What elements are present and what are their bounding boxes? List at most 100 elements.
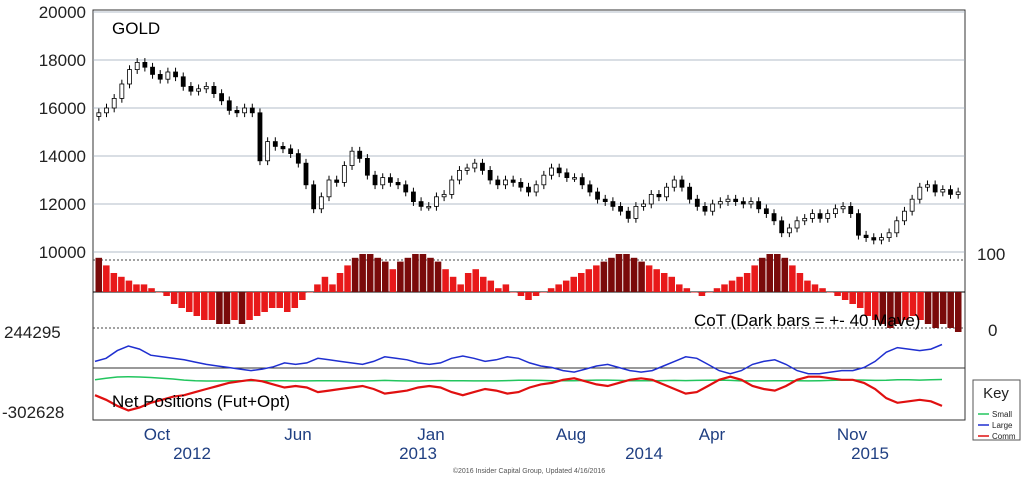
candle-body xyxy=(679,179,685,188)
cot-bar xyxy=(728,280,736,292)
price-tick-label: 20000 xyxy=(39,3,86,22)
candle-body xyxy=(694,198,700,207)
candle-body xyxy=(863,234,869,238)
candle-body xyxy=(249,107,255,114)
candle-body xyxy=(104,107,109,114)
candle-body xyxy=(833,208,838,215)
cot-bar xyxy=(736,276,743,292)
candle-body xyxy=(648,193,654,205)
cot-bar xyxy=(487,280,495,292)
candle-body xyxy=(411,191,416,202)
cot-bar xyxy=(623,254,630,292)
cot-bar xyxy=(449,276,457,292)
candle-body xyxy=(633,205,639,219)
candle-body xyxy=(165,71,171,80)
candle-body xyxy=(641,203,646,207)
cot-bar xyxy=(645,265,653,292)
cot-bar xyxy=(253,292,261,316)
cot-bar xyxy=(517,292,525,296)
candle-body xyxy=(127,69,132,85)
x-tick-month: Apr xyxy=(699,425,726,444)
candle-body xyxy=(955,191,961,195)
cot-bar xyxy=(796,273,804,292)
cot-bar xyxy=(201,292,208,320)
candle-body xyxy=(587,184,593,193)
cot-bar xyxy=(698,292,706,296)
candle-body xyxy=(426,205,432,209)
cot-bar xyxy=(163,292,170,296)
cot-bar xyxy=(540,292,547,293)
cot-bar xyxy=(178,292,185,308)
candle-body xyxy=(242,107,248,114)
cot-bar xyxy=(781,257,789,292)
cot-bar xyxy=(381,261,389,292)
cot-bar xyxy=(789,265,796,292)
net-position-lines xyxy=(94,343,943,412)
candle-body xyxy=(372,174,378,186)
candle-body xyxy=(786,227,792,234)
candle-body xyxy=(948,189,953,195)
cot-bar xyxy=(185,292,193,312)
net-series-comm xyxy=(94,375,943,412)
candle-body xyxy=(733,198,739,202)
candle-body xyxy=(272,141,278,147)
net-series-large xyxy=(94,343,943,375)
candle-body xyxy=(909,198,915,212)
cot-bar xyxy=(238,292,246,324)
candle-body xyxy=(180,76,186,87)
candle-body xyxy=(395,181,401,186)
cot-bar xyxy=(359,254,366,292)
cot-bar xyxy=(630,257,638,292)
price-panel-title: GOLD xyxy=(112,19,160,38)
cot-bar xyxy=(216,292,223,324)
candle-body xyxy=(265,141,271,162)
cot-bar xyxy=(208,292,216,320)
cot-bar xyxy=(834,292,841,296)
price-axis-ticks: 20000 18000 16000 14000 12000 10000 xyxy=(39,3,86,262)
candle-body xyxy=(664,186,670,198)
cot-bar xyxy=(314,284,321,292)
cot-bar xyxy=(570,276,578,292)
cot-bar xyxy=(125,280,133,292)
cot-bar xyxy=(336,273,344,292)
cot-bar xyxy=(887,292,894,328)
cot-bar xyxy=(344,265,351,292)
candle-body xyxy=(134,62,140,71)
price-panel xyxy=(93,11,965,253)
cot-bar xyxy=(864,292,872,316)
candle-body xyxy=(510,179,516,183)
candle-body xyxy=(234,110,240,114)
cot-bar xyxy=(547,288,555,292)
cot-bar xyxy=(917,292,924,320)
cot-bar xyxy=(140,284,148,292)
cot-bar xyxy=(856,292,864,308)
candle-body xyxy=(219,93,224,102)
legend-label-small: Small xyxy=(992,410,1012,419)
cot-bar xyxy=(479,276,487,292)
candle-body xyxy=(610,201,616,207)
cot-bar xyxy=(118,276,125,292)
cot-bar xyxy=(283,292,291,312)
candle-body xyxy=(526,186,531,193)
plot-frame xyxy=(92,9,966,421)
candle-body xyxy=(487,169,493,181)
cot-bar xyxy=(404,257,412,292)
cot-bar xyxy=(329,284,336,292)
cot-bar xyxy=(110,273,118,292)
candle-body xyxy=(533,184,539,193)
candle-body xyxy=(572,177,577,180)
candle-body xyxy=(794,220,800,229)
cot-bar xyxy=(954,292,962,332)
candle-body xyxy=(403,184,409,193)
candle-body xyxy=(188,86,194,92)
cot-bar xyxy=(442,269,449,292)
candle-body xyxy=(925,184,930,188)
candle-body xyxy=(142,62,148,68)
cot-tick-100: 100 xyxy=(977,245,1005,264)
cot-bar xyxy=(826,292,834,293)
candle-body xyxy=(318,196,324,210)
cot-bar xyxy=(268,292,276,308)
candle-body xyxy=(802,217,808,222)
cot-bar xyxy=(299,292,306,300)
